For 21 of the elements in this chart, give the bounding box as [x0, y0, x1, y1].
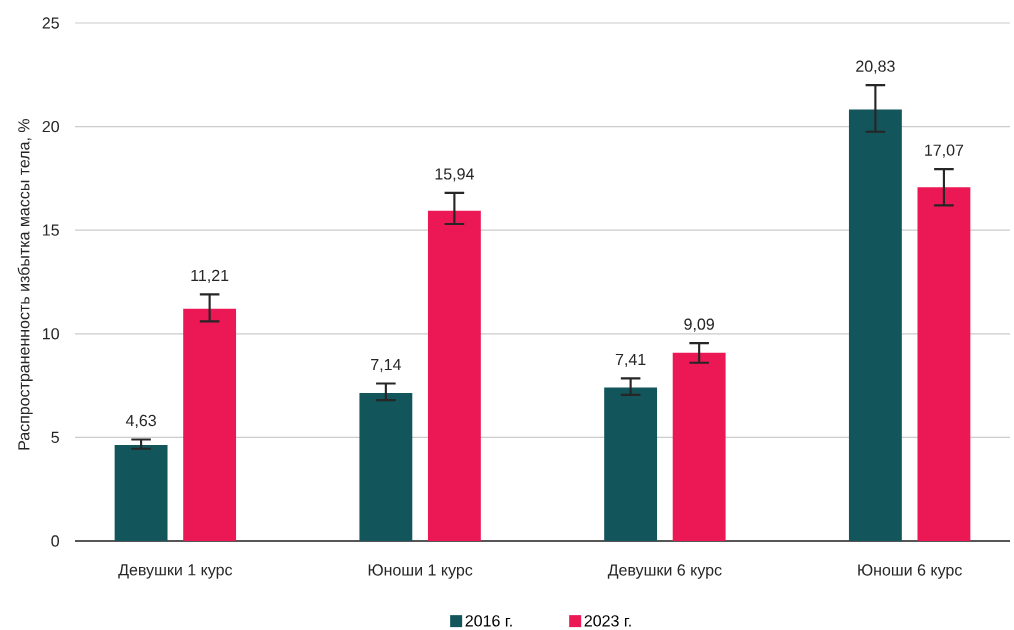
- y-tick-label: 25: [42, 17, 59, 29]
- x-tick-label: Девушки 6 курс: [607, 564, 722, 579]
- y-tick-label: 5: [51, 431, 59, 443]
- y-tick-label: 10: [43, 328, 60, 340]
- data-label: 15,94: [435, 168, 474, 182]
- data-label: 20,83: [856, 60, 895, 74]
- y-tick-label: 15: [43, 224, 59, 236]
- legend-label: 2016 г.: [465, 615, 512, 627]
- y-tick-label: 0: [51, 535, 60, 547]
- y-axis-title: Распространенность избытка массы тела, %: [17, 118, 33, 450]
- x-tick-label: Девушки 1 курс: [118, 564, 233, 579]
- data-label: 17,07: [925, 144, 964, 158]
- legend-label: 2023 г.: [584, 615, 631, 627]
- data-label: 11,21: [191, 269, 229, 284]
- data-label: 7,14: [371, 359, 401, 373]
- data-label: 9,09: [684, 318, 714, 332]
- x-tick-label: Юноши 1 курс: [368, 564, 473, 579]
- x-tick-label: Юноши 6 курс: [858, 564, 962, 579]
- y-tick-label: 20: [42, 120, 60, 133]
- data-label: 7,41: [615, 353, 646, 367]
- data-label: 4,63: [125, 414, 156, 429]
